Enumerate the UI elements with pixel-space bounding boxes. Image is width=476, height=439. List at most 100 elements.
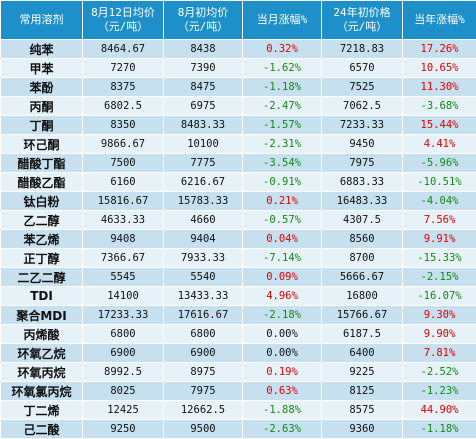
header-ytd-label: 当年涨幅% (403, 13, 476, 27)
mtd-change-cell: -1.88% (243, 401, 322, 420)
ytd-change-cell: 10.65% (403, 59, 476, 78)
ytd-change-cell: 15.44% (403, 116, 476, 135)
aug12-price-cell: 9250 (83, 420, 164, 439)
ytd-change-cell: -2.52% (403, 363, 476, 382)
mtd-change-cell: -3.54% (243, 154, 322, 173)
aug-start-price-cell: 7390 (164, 59, 243, 78)
solvent-name-cell: 环己酮 (1, 135, 83, 154)
mtd-change-cell: 0.21% (243, 192, 322, 211)
ytd-change-cell: 9.91% (403, 230, 476, 249)
year-start-price-cell: 16483.33 (322, 192, 403, 211)
header-aug-start-label: 8月初均价 (164, 6, 242, 20)
ytd-change-cell: 7.56% (403, 211, 476, 230)
year-start-price-cell: 8125 (322, 382, 403, 401)
aug12-price-cell: 6160 (83, 173, 164, 192)
ytd-change-cell: 9.90% (403, 325, 476, 344)
solvent-name-cell: 苯酚 (1, 78, 83, 97)
aug-start-price-cell: 17616.67 (164, 306, 243, 325)
aug-start-price-cell: 7775 (164, 154, 243, 173)
mtd-change-cell: 0.19% (243, 363, 322, 382)
ytd-change-cell: 11.30% (403, 78, 476, 97)
aug-start-price-cell: 7975 (164, 382, 243, 401)
aug-start-price-cell: 6216.67 (164, 173, 243, 192)
mtd-change-cell: 0.00% (243, 344, 322, 363)
ytd-change-cell: -1.18% (403, 420, 476, 439)
aug-start-price-cell: 15783.33 (164, 192, 243, 211)
solvent-name-cell: 纯苯 (1, 40, 83, 59)
solvent-name-cell: 丁二烯 (1, 401, 83, 420)
aug-start-price-cell: 6800 (164, 325, 243, 344)
header-aug-start-price: 8月初均价 （元/吨） (164, 1, 243, 40)
ytd-change-cell: 7.81% (403, 344, 476, 363)
aug-start-price-cell: 5540 (164, 268, 243, 287)
year-start-price-cell: 7062.5 (322, 97, 403, 116)
aug12-price-cell: 7270 (83, 59, 164, 78)
year-start-price-cell: 6883.33 (322, 173, 403, 192)
year-start-price-cell: 6187.5 (322, 325, 403, 344)
ytd-change-cell: 9.30% (403, 306, 476, 325)
header-aug12-label: 8月12日均价 (83, 6, 163, 20)
aug12-price-cell: 9408 (83, 230, 164, 249)
ytd-change-cell: 4.41% (403, 135, 476, 154)
header-solvent: 常用溶剂 (1, 1, 83, 40)
solvent-name-cell: 醋酸乙酯 (1, 173, 83, 192)
aug12-price-cell: 17233.33 (83, 306, 164, 325)
aug-start-price-cell: 13433.33 (164, 287, 243, 306)
year-start-price-cell: 7218.83 (322, 40, 403, 59)
ytd-change-cell: 17.26% (403, 40, 476, 59)
solvent-name-cell: 二乙二醇 (1, 268, 83, 287)
year-start-price-cell: 7525 (322, 78, 403, 97)
aug-start-price-cell: 8438 (164, 40, 243, 59)
solvent-name-cell: 丙烯酸 (1, 325, 83, 344)
aug-start-price-cell: 8975 (164, 363, 243, 382)
mtd-change-cell: -2.18% (243, 306, 322, 325)
header-year-start-label: 24年初价格 (322, 6, 402, 20)
mtd-change-cell: 4.96% (243, 287, 322, 306)
aug-start-price-cell: 6900 (164, 344, 243, 363)
aug12-price-cell: 5545 (83, 268, 164, 287)
solvent-name-cell: 钛白粉 (1, 192, 83, 211)
ytd-change-cell: -4.04% (403, 192, 476, 211)
solvent-name-cell: 丙酮 (1, 97, 83, 116)
ytd-change-cell: -10.51% (403, 173, 476, 192)
ytd-change-cell: -3.68% (403, 97, 476, 116)
year-start-price-cell: 9360 (322, 420, 403, 439)
aug12-price-cell: 4633.33 (83, 211, 164, 230)
ytd-change-cell: -15.33% (403, 249, 476, 268)
header-mtd-change: 当月涨幅% (243, 1, 322, 40)
year-start-price-cell: 6570 (322, 59, 403, 78)
mtd-change-cell: 0.00% (243, 325, 322, 344)
year-start-price-cell: 7975 (322, 154, 403, 173)
aug-start-price-cell: 9404 (164, 230, 243, 249)
mtd-change-cell: 0.04% (243, 230, 322, 249)
solvent-name-cell: 苯乙烯 (1, 230, 83, 249)
aug12-price-cell: 6802.5 (83, 97, 164, 116)
aug12-price-cell: 6900 (83, 344, 164, 363)
mtd-change-cell: 0.63% (243, 382, 322, 401)
year-start-price-cell: 8575 (322, 401, 403, 420)
aug-start-price-cell: 8483.33 (164, 116, 243, 135)
year-start-price-cell: 15766.67 (322, 306, 403, 325)
header-year-start-unit: （元/吨） (322, 20, 402, 34)
year-start-price-cell: 8700 (322, 249, 403, 268)
ytd-change-cell: 44.90% (403, 401, 476, 420)
aug-start-price-cell: 10100 (164, 135, 243, 154)
header-solvent-label: 常用溶剂 (1, 13, 82, 27)
year-start-price-cell: 6400 (322, 344, 403, 363)
